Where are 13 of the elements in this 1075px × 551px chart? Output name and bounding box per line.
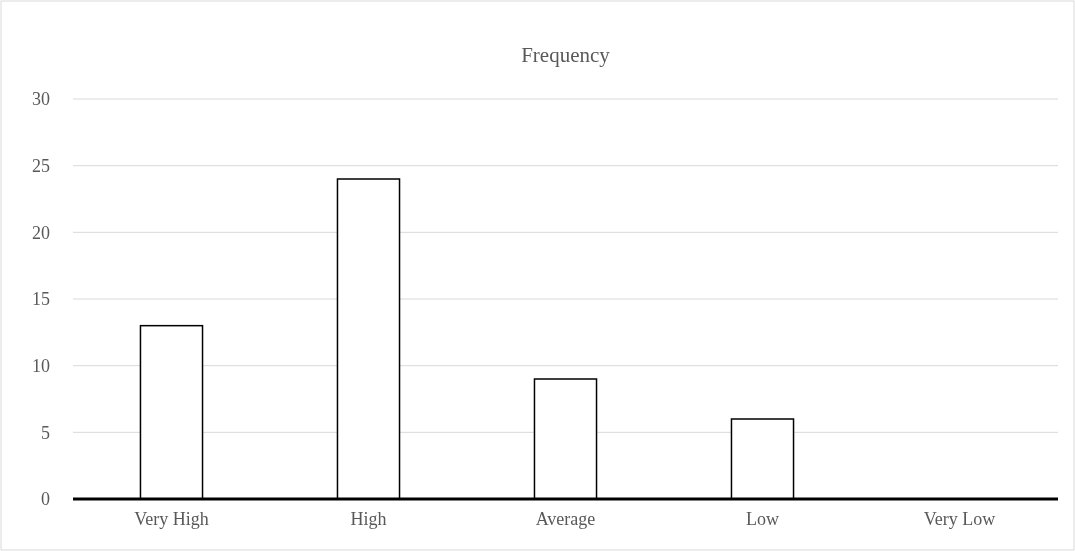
y-tick-label: 25: [32, 155, 50, 176]
y-tick-label: 10: [32, 355, 50, 376]
x-tick-label: Low: [746, 509, 779, 529]
x-tick-label: Very Low: [923, 509, 996, 529]
y-tick-label: 5: [41, 422, 50, 443]
x-tick-label: Average: [535, 509, 596, 529]
y-tick-label: 15: [32, 289, 50, 310]
x-tick-label: Very High: [134, 509, 209, 529]
x-tick-label: High: [350, 509, 387, 529]
y-tick-label: 0: [41, 489, 50, 510]
y-tick-label: 30: [32, 89, 50, 110]
chart-title: Frequency: [521, 43, 611, 67]
y-tick-label: 20: [32, 222, 50, 243]
